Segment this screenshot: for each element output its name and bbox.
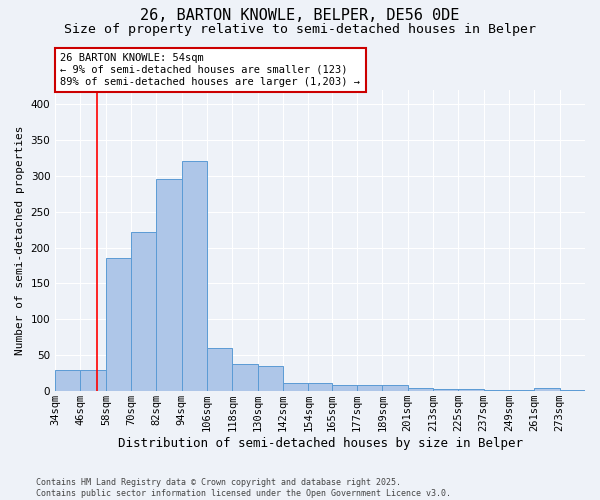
Bar bbox=[182, 162, 207, 391]
Bar bbox=[258, 366, 283, 391]
Bar bbox=[232, 364, 258, 391]
X-axis label: Distribution of semi-detached houses by size in Belper: Distribution of semi-detached houses by … bbox=[118, 437, 523, 450]
Bar bbox=[560, 390, 585, 391]
Bar bbox=[382, 386, 407, 391]
Bar bbox=[207, 348, 232, 391]
Bar bbox=[332, 386, 357, 391]
Bar bbox=[433, 389, 458, 391]
Text: 26, BARTON KNOWLE, BELPER, DE56 0DE: 26, BARTON KNOWLE, BELPER, DE56 0DE bbox=[140, 8, 460, 22]
Bar bbox=[106, 258, 131, 391]
Text: Size of property relative to semi-detached houses in Belper: Size of property relative to semi-detach… bbox=[64, 22, 536, 36]
Bar bbox=[283, 382, 308, 391]
Text: 26 BARTON KNOWLE: 54sqm
← 9% of semi-detached houses are smaller (123)
89% of se: 26 BARTON KNOWLE: 54sqm ← 9% of semi-det… bbox=[61, 54, 361, 86]
Bar bbox=[55, 370, 80, 391]
Bar bbox=[509, 390, 535, 391]
Bar bbox=[157, 180, 182, 391]
Bar bbox=[407, 388, 433, 391]
Bar bbox=[458, 389, 484, 391]
Y-axis label: Number of semi-detached properties: Number of semi-detached properties bbox=[15, 126, 25, 355]
Bar bbox=[484, 390, 509, 391]
Text: Contains HM Land Registry data © Crown copyright and database right 2025.
Contai: Contains HM Land Registry data © Crown c… bbox=[36, 478, 451, 498]
Bar bbox=[535, 388, 560, 391]
Bar bbox=[357, 386, 382, 391]
Bar bbox=[80, 370, 106, 391]
Bar bbox=[131, 232, 157, 391]
Bar bbox=[308, 382, 332, 391]
